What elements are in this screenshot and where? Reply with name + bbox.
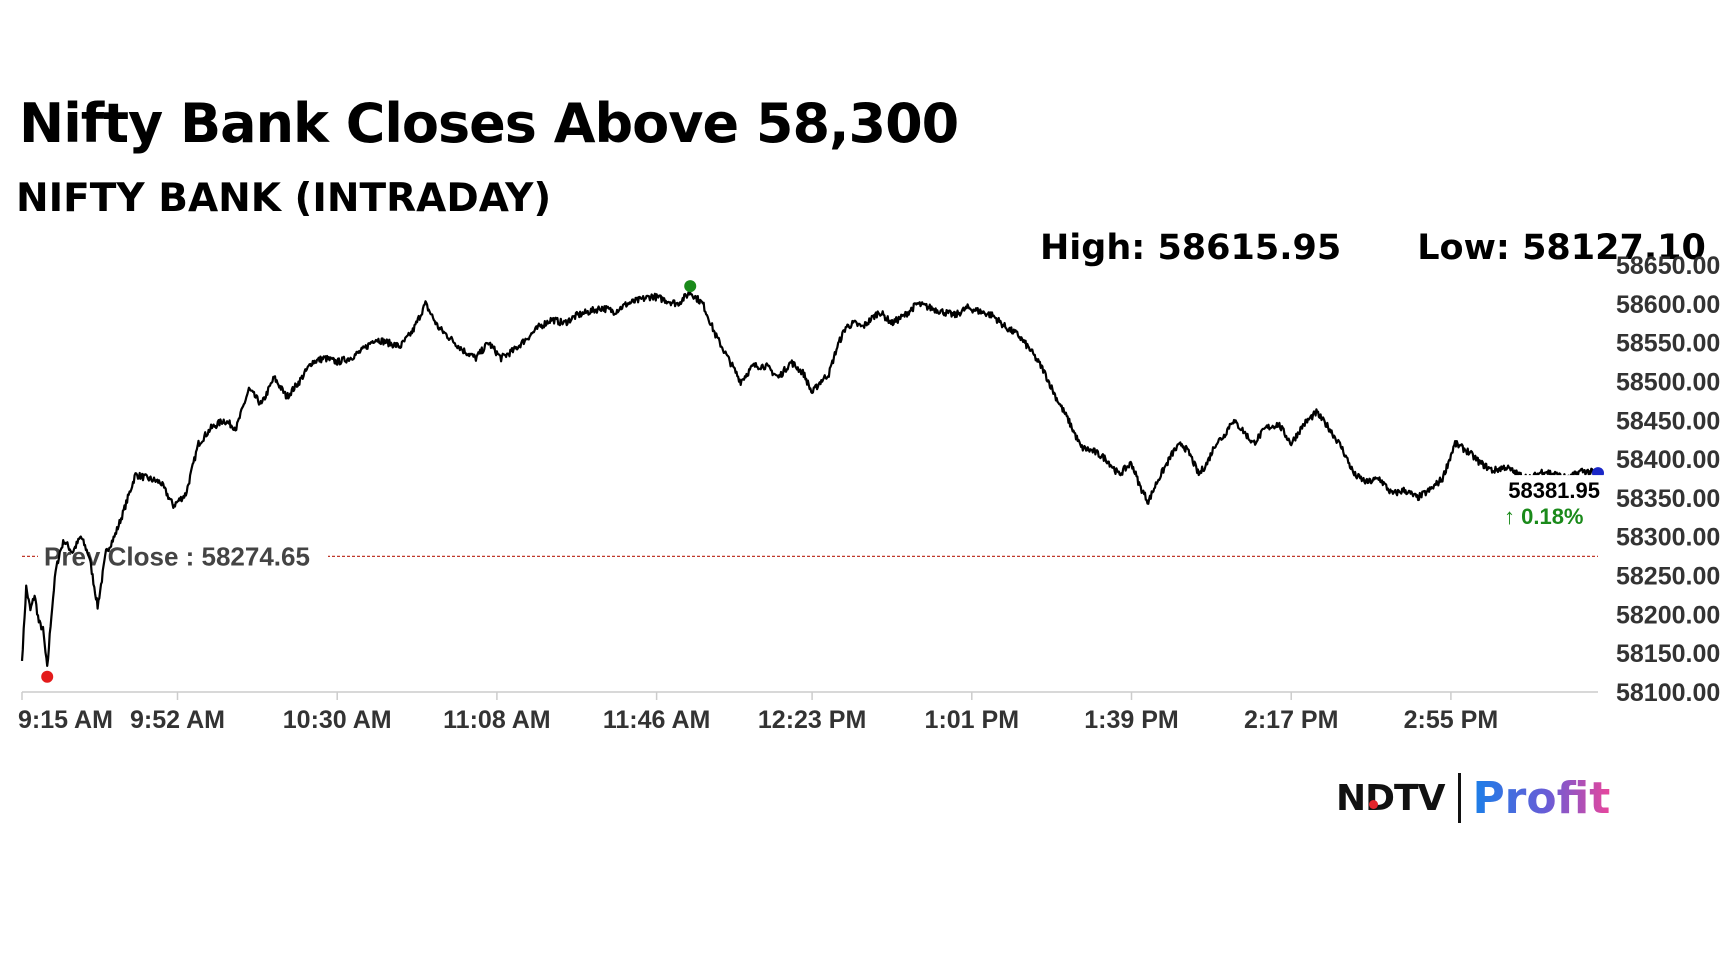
day-low-marker: [41, 670, 54, 683]
y-tick-label: 58300.00: [1616, 524, 1720, 552]
y-tick-label: 58500.00: [1616, 368, 1720, 396]
y-tick-label: 58100.00: [1616, 679, 1720, 707]
x-tick-label: 11:46 AM: [603, 706, 710, 734]
high-low-stats: High: 58615.95 Low: 58127.10: [1040, 228, 1706, 268]
x-tick-label: 2:17 PM: [1244, 706, 1338, 734]
logo-divider: [1458, 773, 1462, 823]
y-tick-label: 58400.00: [1616, 446, 1720, 474]
y-tick-label: 58450.00: [1616, 407, 1720, 435]
ndtv-profit-logo: NDTV Profit: [1336, 770, 1610, 826]
day-low-label: Low: 58127.10: [1417, 228, 1706, 268]
chart-subtitle: NIFTY BANK (INTRADAY): [16, 176, 552, 221]
x-tick-label: 9:15 AM: [18, 706, 113, 734]
last-price-label: 58381.95: [1508, 478, 1600, 503]
x-tick-label: 10:30 AM: [283, 706, 392, 734]
last-change-label: ↑ 0.18%: [1504, 504, 1584, 529]
y-tick-label: 58600.00: [1616, 291, 1720, 319]
day-high-marker: [684, 280, 697, 293]
y-tick-label: 58250.00: [1616, 563, 1720, 591]
x-tick-label: 9:52 AM: [130, 706, 225, 734]
y-tick-label: 58650.00: [1616, 252, 1720, 280]
logo-profit: Profit: [1472, 772, 1611, 824]
logo-red-dot: [1369, 799, 1378, 809]
day-high-label: High: 58615.95: [1040, 228, 1342, 268]
y-tick-label: 58200.00: [1616, 601, 1720, 629]
x-tick-label: 1:39 PM: [1084, 706, 1178, 734]
y-tick-label: 58150.00: [1616, 640, 1720, 668]
x-tick-label: 12:23 PM: [758, 706, 866, 734]
last-price-label-bg: [1505, 475, 1605, 506]
y-tick-label: 58350.00: [1616, 485, 1720, 513]
x-tick-label: 1:01 PM: [925, 706, 1019, 734]
price-line: [20, 291, 1599, 668]
headline: Nifty Bank Closes Above 58,300: [19, 92, 959, 155]
x-tick-label: 11:08 AM: [443, 706, 550, 734]
prev-close-label-bg: [38, 538, 328, 575]
x-tick-label: 2:55 PM: [1404, 706, 1498, 734]
logo-ndtv: NDTV: [1336, 777, 1445, 819]
y-tick-label: 58550.00: [1616, 330, 1720, 358]
